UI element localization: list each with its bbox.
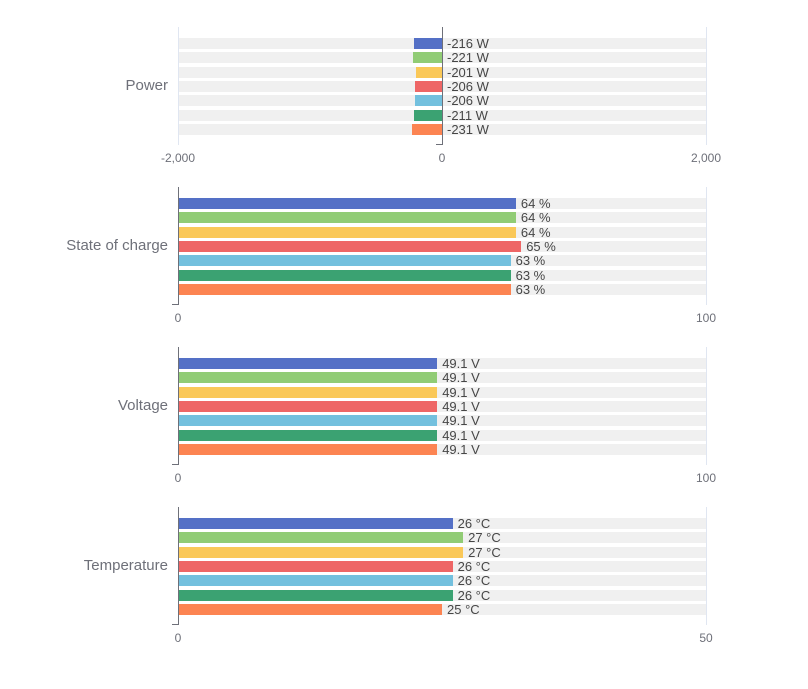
gridline [178,27,179,145]
bar[interactable] [178,255,511,267]
bar-value-label: 26 °C [457,573,491,589]
category-label: Temperature [83,557,168,574]
bar[interactable] [178,240,522,252]
gridline [706,507,707,625]
axis-tick-label: 50 [699,631,713,645]
bar-value-label: -221 W [447,50,489,66]
axis-tick [172,464,178,465]
bar-track [178,372,706,384]
bar[interactable] [414,95,442,107]
bar-value-label: 49.1 V [442,384,480,400]
bar-value-label: -206 W [447,93,489,109]
axis-line [178,347,179,465]
axis-tick [172,304,178,305]
plot-area: -216 W -221 W -201 W -206 W -206 W -211 W -231… [161,27,721,165]
axis-tick-label: 0 [174,631,182,645]
bar-value-label: 64 % [520,224,551,240]
bar[interactable] [178,518,453,529]
bar-value-label: -231 W [447,121,489,137]
plot-area: 64 % 64 % 64 % 65 % 63 % 63 % 63 % 0 100 [172,187,716,325]
bar[interactable] [178,546,464,558]
plot-area: 49.1 V 49.1 V 49.1 V 49.1 V 49.1 V 49.1 V 49.1… [172,347,716,485]
chart-power: Power -216 W -221 W -201 W -206 W -206 W -211 … [0,27,808,187]
plot-area: 26 °C 27 °C 27 °C 26 °C 26 °C 26 °C 25 °C 0 50 [172,507,713,645]
bar[interactable] [178,575,453,587]
axis-line [442,27,443,145]
axis-tick-label: 0 [438,151,446,165]
chart-state-of-charge: State of charge 64 % 64 % 64 % 65 % 63 % 63 % 6… [0,187,808,347]
bar-value-label: 26 °C [457,558,491,574]
axis-tick [436,144,442,145]
bar[interactable] [178,560,453,572]
bar-value-label: 49.1 V [442,413,480,429]
bar[interactable] [178,212,516,224]
category-label: Voltage [117,397,168,414]
axis-tick-label: 0 [174,471,182,485]
bar-value-label: -216 W [447,36,489,51]
bar[interactable] [178,429,438,441]
bar[interactable] [178,589,453,601]
axis-line [178,507,179,625]
bar-value-label: -201 W [447,64,489,80]
bar-value-label: 49.1 V [442,356,480,371]
bar-value-label: -206 W [447,78,489,94]
axis-tick-label: 0 [174,311,182,325]
axis-tick-label: -2,000 [160,151,196,165]
bar[interactable] [178,386,438,398]
bar[interactable] [413,38,442,49]
bar-value-label: 63 % [515,267,546,283]
bar[interactable] [178,198,516,209]
bar[interactable] [178,358,438,369]
bar[interactable] [178,400,438,412]
bar-value-label: 64 % [520,196,551,211]
category-label: Power [125,77,168,94]
axis-tick-label: 100 [695,311,717,325]
bar-value-label: 25 °C [447,601,480,617]
bar-track [178,429,706,441]
bar[interactable] [178,415,438,427]
bar-track [178,415,706,427]
bar[interactable] [178,226,516,238]
bar-value-label: 64 % [520,210,551,226]
bar[interactable] [178,443,438,455]
axis-tick-label: 2,000 [690,151,722,165]
bar[interactable] [415,66,442,78]
bar-track [178,400,706,412]
bar-value-label: 27 °C [468,544,501,560]
bar[interactable] [178,532,464,544]
bar[interactable] [178,269,511,281]
gridline [706,187,707,305]
bar-track [178,358,706,369]
bar-value-label: 49.1 V [442,441,480,457]
category-label: State of charge [66,237,168,254]
bar[interactable] [412,52,442,64]
bar-value-label: -211 W [447,107,488,123]
bar-track [178,443,706,455]
axis-tick-label: 100 [695,471,717,485]
bar[interactable] [414,80,442,92]
bar[interactable] [414,109,442,121]
gridline [706,347,707,465]
gridline [706,27,707,145]
axis-line [178,187,179,305]
bar-value-label: 49.1 V [442,427,480,443]
bar-value-label: 65 % [526,238,556,254]
bar[interactable] [178,603,442,615]
bar-track [178,386,706,398]
bar-value-label: 26 °C [457,516,491,531]
bar-value-label: 63 % [515,281,546,297]
chart-temperature: Temperature 26 °C 27 °C 27 °C 26 °C 26 °C 26 °… [0,507,808,667]
bar-value-label: 26 °C [457,587,491,603]
bar-value-label: 63 % [515,253,546,269]
bar[interactable] [178,372,438,384]
bar[interactable] [178,283,511,295]
bar[interactable] [411,123,442,135]
bar-value-label: 49.1 V [442,370,480,386]
bar-value-label: 49.1 V [442,398,480,414]
bar-track [178,603,706,615]
bar-value-label: 27 °C [468,530,501,546]
axis-tick [172,624,178,625]
chart-voltage: Voltage 49.1 V 49.1 V 49.1 V 49.1 V 49.1 V 49.… [0,347,808,507]
